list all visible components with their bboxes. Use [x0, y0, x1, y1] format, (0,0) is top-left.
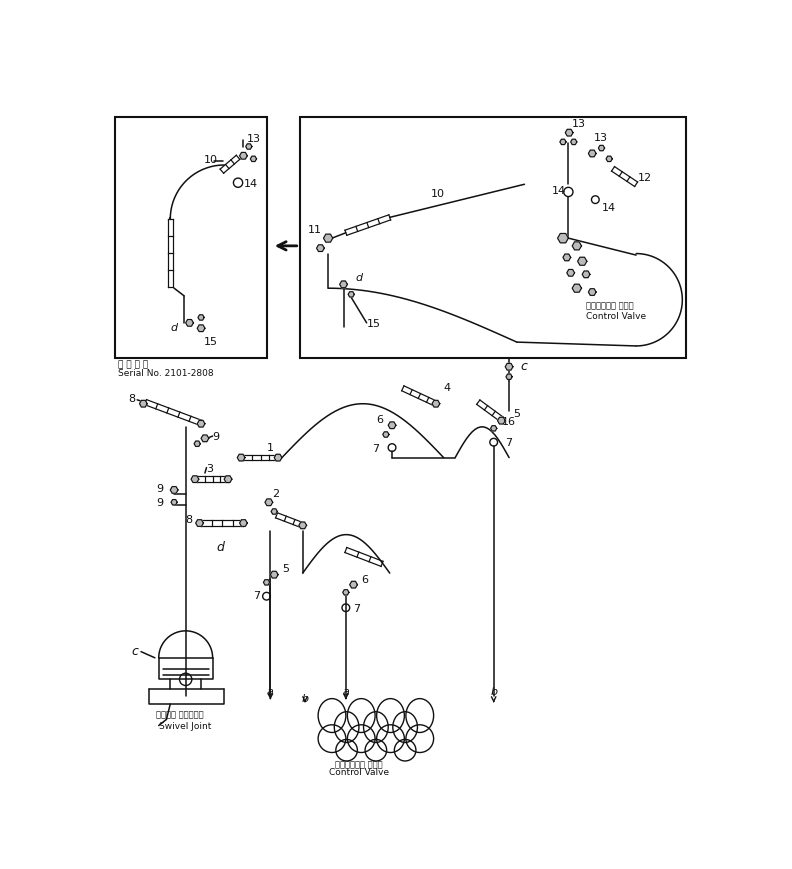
Text: Control Valve: Control Valve — [586, 311, 646, 321]
Text: b: b — [490, 687, 497, 696]
Text: 13: 13 — [572, 118, 586, 129]
Text: 7: 7 — [372, 443, 379, 453]
Polygon shape — [560, 140, 566, 145]
Text: 8: 8 — [128, 393, 135, 403]
Polygon shape — [250, 157, 257, 163]
Polygon shape — [264, 580, 269, 586]
Polygon shape — [265, 500, 272, 506]
Text: d: d — [170, 322, 177, 332]
Polygon shape — [274, 454, 282, 461]
Text: コントロール バルブ: コントロール バルブ — [335, 760, 383, 769]
Polygon shape — [606, 157, 612, 163]
Polygon shape — [197, 421, 205, 428]
Polygon shape — [497, 418, 505, 424]
Text: c: c — [520, 359, 527, 372]
Polygon shape — [246, 144, 252, 150]
Polygon shape — [588, 151, 596, 157]
Text: 5: 5 — [282, 564, 289, 574]
Text: 適 用 号 笌: 適 用 号 笌 — [118, 360, 148, 368]
Text: 16: 16 — [501, 416, 516, 426]
Polygon shape — [565, 130, 573, 136]
Polygon shape — [196, 521, 204, 527]
Polygon shape — [139, 401, 147, 408]
Text: a: a — [267, 687, 274, 696]
Text: 15: 15 — [367, 318, 381, 328]
Text: a: a — [342, 687, 349, 696]
Polygon shape — [383, 433, 389, 438]
Text: 13: 13 — [247, 134, 261, 144]
Polygon shape — [185, 320, 193, 327]
Polygon shape — [567, 270, 574, 277]
Polygon shape — [350, 581, 357, 588]
Text: 7: 7 — [353, 603, 360, 613]
Text: 7: 7 — [505, 438, 512, 448]
Text: 9: 9 — [157, 498, 163, 507]
Polygon shape — [238, 454, 245, 461]
Text: 1: 1 — [267, 442, 273, 452]
Polygon shape — [571, 140, 577, 145]
Polygon shape — [239, 521, 247, 527]
Polygon shape — [563, 255, 571, 262]
Polygon shape — [577, 258, 587, 266]
Text: 14: 14 — [551, 186, 565, 196]
Text: b: b — [302, 693, 309, 703]
Polygon shape — [572, 285, 581, 293]
Polygon shape — [588, 289, 596, 296]
Polygon shape — [270, 572, 278, 578]
Polygon shape — [582, 272, 590, 278]
Polygon shape — [343, 590, 349, 595]
Text: 15: 15 — [204, 336, 217, 346]
Polygon shape — [599, 146, 604, 151]
Text: 6: 6 — [361, 574, 368, 585]
Polygon shape — [340, 282, 348, 289]
Text: 14: 14 — [601, 203, 615, 213]
Bar — [115, 118, 267, 358]
Polygon shape — [198, 315, 204, 321]
Text: 9: 9 — [212, 432, 219, 441]
Text: 14: 14 — [243, 178, 257, 189]
Polygon shape — [194, 441, 200, 447]
Bar — [299, 118, 686, 358]
Text: c: c — [131, 644, 139, 657]
Text: 10: 10 — [204, 155, 217, 164]
Text: 7: 7 — [253, 590, 261, 600]
Polygon shape — [558, 235, 569, 243]
Text: Swivel Joint: Swivel Joint — [158, 721, 211, 730]
Polygon shape — [490, 426, 497, 432]
Text: 12: 12 — [638, 172, 652, 182]
Text: 10: 10 — [431, 189, 444, 199]
Polygon shape — [432, 401, 440, 408]
Polygon shape — [197, 326, 205, 332]
Text: 8: 8 — [185, 514, 192, 525]
Polygon shape — [191, 476, 199, 483]
Text: d: d — [355, 272, 362, 282]
Text: 13: 13 — [594, 133, 607, 143]
Polygon shape — [572, 242, 581, 250]
Text: 4: 4 — [444, 382, 451, 392]
Text: Serial No. 2101-2808: Serial No. 2101-2808 — [118, 369, 214, 378]
Text: 6: 6 — [377, 415, 383, 425]
Text: d: d — [216, 540, 224, 553]
Text: 11: 11 — [307, 225, 322, 235]
Polygon shape — [299, 522, 307, 529]
Text: スイベル ジョイント: スイベル ジョイント — [157, 710, 204, 719]
Polygon shape — [271, 509, 277, 514]
Polygon shape — [201, 435, 209, 442]
Polygon shape — [239, 153, 247, 160]
Text: Control Valve: Control Valve — [329, 767, 389, 776]
Polygon shape — [323, 235, 333, 242]
Polygon shape — [317, 246, 324, 252]
Text: 9: 9 — [157, 484, 163, 494]
Polygon shape — [348, 292, 354, 298]
Polygon shape — [506, 375, 512, 380]
Polygon shape — [171, 500, 177, 506]
Polygon shape — [170, 487, 178, 494]
Text: コントロール バルブ: コントロール バルブ — [586, 302, 634, 310]
Polygon shape — [505, 364, 513, 371]
Polygon shape — [224, 476, 232, 483]
Text: 3: 3 — [207, 463, 214, 473]
Text: 2: 2 — [272, 488, 279, 499]
Polygon shape — [388, 422, 396, 429]
Text: 5: 5 — [513, 408, 520, 419]
